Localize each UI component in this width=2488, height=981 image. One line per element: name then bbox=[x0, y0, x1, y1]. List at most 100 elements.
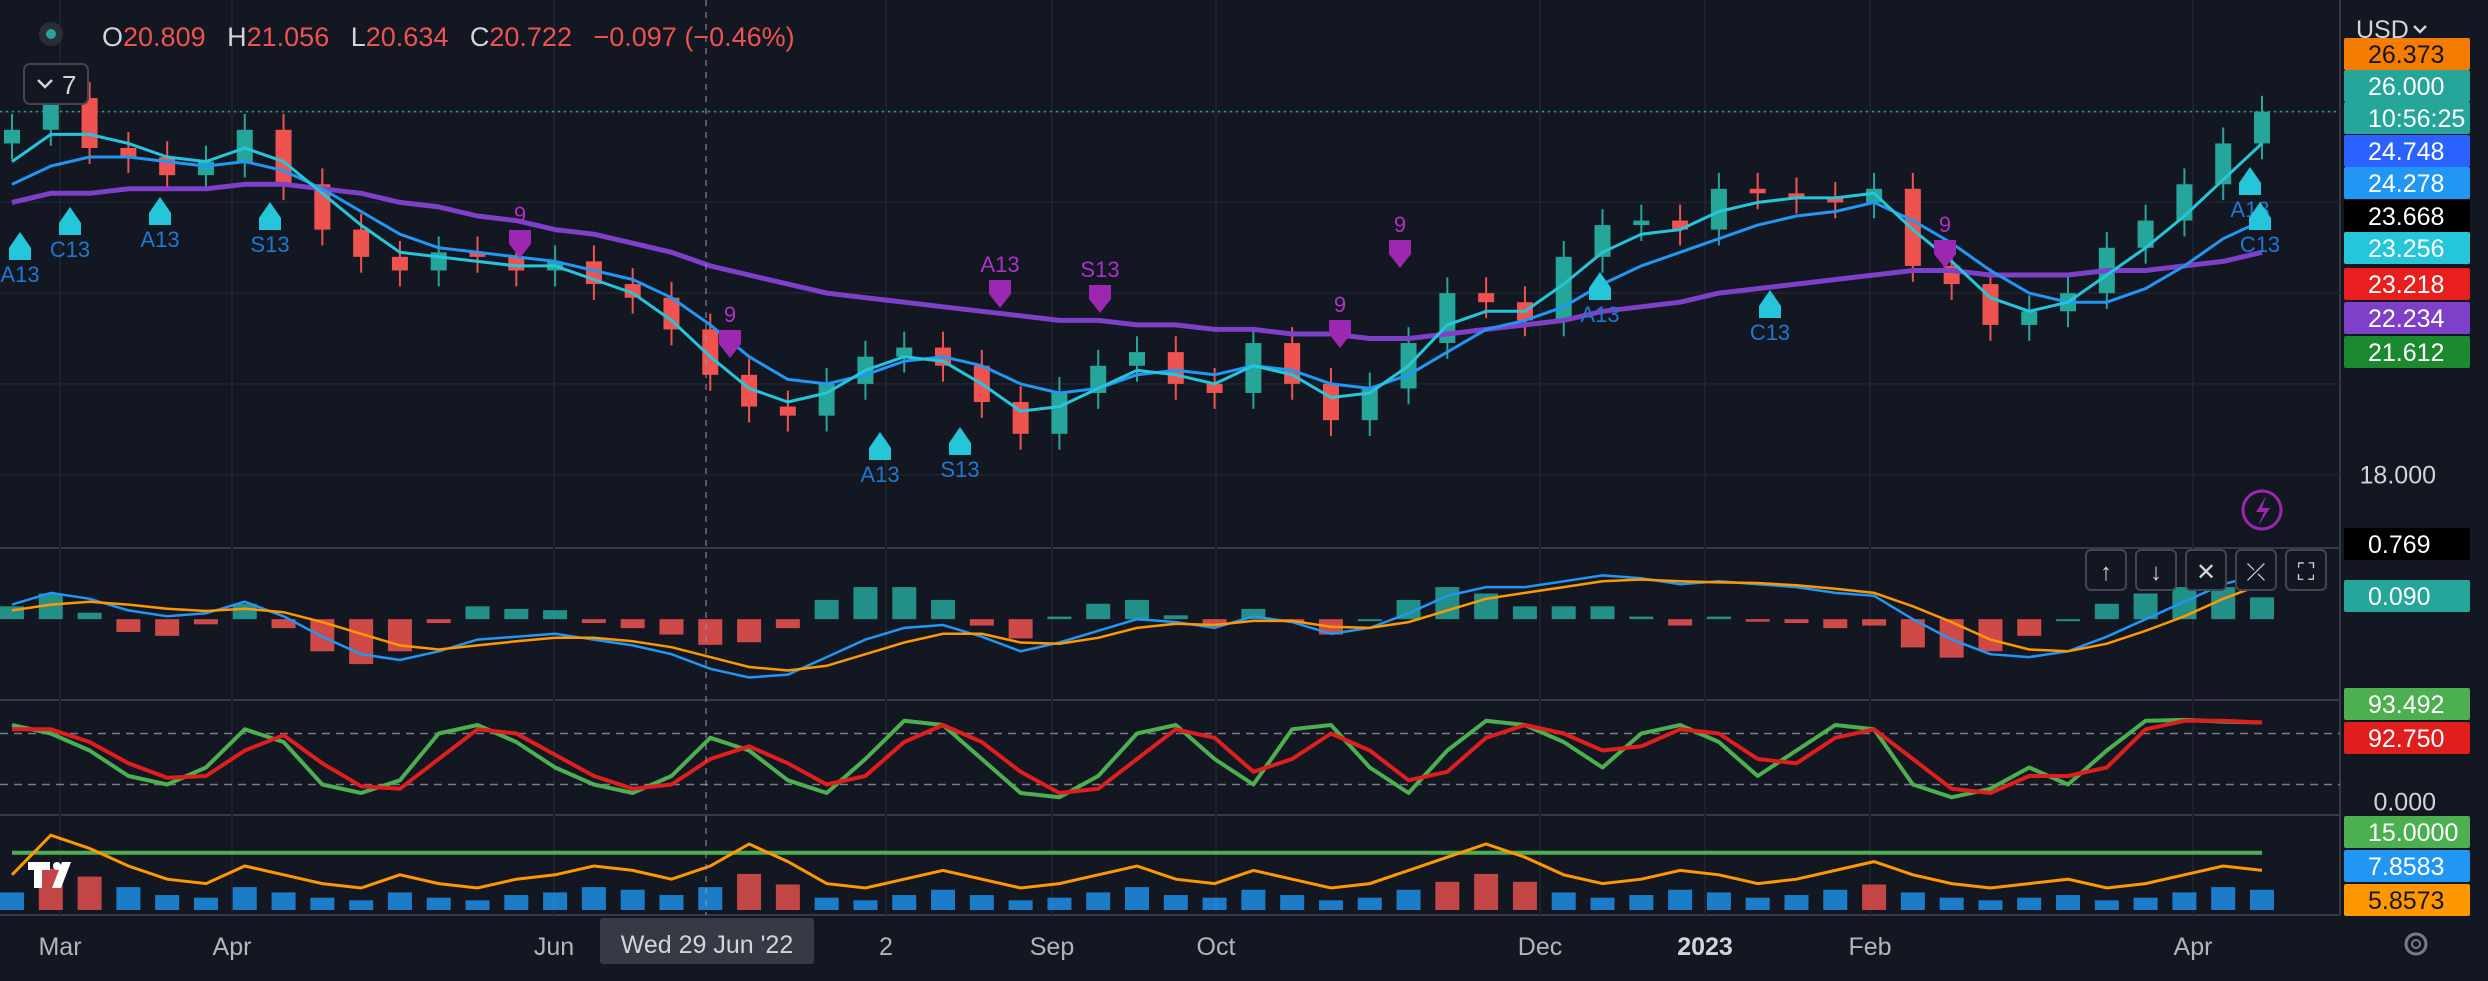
macd-histogram-bar bbox=[1745, 619, 1770, 622]
pane-control-glyph: ↑ bbox=[2100, 559, 2112, 586]
dmi-histogram-bar bbox=[0, 892, 24, 910]
date-cursor-label: Wed 29 Jun '22 bbox=[621, 931, 794, 959]
macd-histogram-bar bbox=[1357, 619, 1382, 622]
dmi-histogram-bar bbox=[698, 887, 723, 910]
td-marker bbox=[869, 432, 891, 460]
macd-histogram-bar bbox=[193, 619, 218, 625]
pane-control-glyph: ↓ bbox=[2150, 559, 2162, 586]
macd-histogram-bar bbox=[1551, 606, 1576, 620]
candle-body bbox=[42, 98, 59, 130]
candle-body bbox=[1633, 220, 1650, 226]
arrow-down-icon[interactable]: ↓ bbox=[2135, 549, 2177, 591]
x-tick-label: Sep bbox=[1030, 933, 1074, 961]
pane-control-button bbox=[2235, 549, 2277, 591]
x-tick-label: Mar bbox=[38, 933, 81, 961]
macd-histogram-bar bbox=[1008, 619, 1033, 639]
close-icon[interactable]: ✕ bbox=[2185, 549, 2227, 591]
macd-pane[interactable] bbox=[0, 573, 2274, 679]
macd-histogram-bar bbox=[426, 619, 451, 624]
date-cursor-badge: Wed 29 Jun '22 bbox=[600, 918, 814, 964]
macd-histogram-bar bbox=[1862, 619, 1887, 626]
candle-body bbox=[353, 229, 370, 257]
candle-body bbox=[1361, 388, 1378, 421]
pane-control-button bbox=[2135, 549, 2177, 591]
macd-histogram-bar bbox=[1668, 619, 1693, 626]
macd-histogram-bar bbox=[620, 619, 645, 629]
macd-histogram-bar bbox=[1202, 619, 1227, 626]
td-marker bbox=[259, 202, 281, 230]
candle-body bbox=[4, 129, 20, 144]
candle-body bbox=[1904, 188, 1921, 266]
dmi-histogram-bar bbox=[1629, 895, 1654, 910]
stochastic-line bbox=[11, 717, 2263, 800]
td-marker bbox=[719, 330, 741, 358]
moving-average-line bbox=[11, 155, 2263, 395]
macd-histogram-bar bbox=[659, 619, 684, 635]
macd-histogram-bar bbox=[1086, 603, 1111, 620]
candle-body bbox=[275, 129, 292, 185]
macd-histogram-bar bbox=[504, 608, 529, 620]
macd-histogram-bar bbox=[1512, 606, 1537, 620]
candle-body bbox=[120, 147, 137, 158]
candle-body bbox=[2137, 220, 2154, 248]
td-marker-label: C13 bbox=[2240, 232, 2280, 257]
macd-histogram-bar bbox=[116, 619, 141, 632]
currency-label: USD bbox=[2356, 16, 2409, 44]
macd-histogram-bar bbox=[1241, 608, 1266, 620]
maximize-icon[interactable]: ⛶ bbox=[2285, 549, 2327, 591]
moving-average-line bbox=[11, 181, 2263, 341]
dmi-pane[interactable] bbox=[0, 833, 2274, 910]
price-label-text: 7.8583 bbox=[2368, 853, 2444, 881]
dmi-histogram-bar bbox=[2094, 900, 2119, 910]
macd-line bbox=[11, 573, 2263, 679]
price-label-badge bbox=[2344, 167, 2470, 199]
candle-body bbox=[1827, 197, 1844, 203]
countdown-badge bbox=[2344, 102, 2470, 134]
dmi-histogram-bar bbox=[1474, 873, 1499, 910]
price-label-badge bbox=[2344, 38, 2470, 70]
dmi-histogram-bar bbox=[1823, 889, 1848, 910]
dmi-histogram-bar bbox=[2017, 897, 2042, 910]
collapse-indicators-button[interactable]: 7 bbox=[23, 63, 89, 105]
candle-body bbox=[81, 98, 98, 148]
candle-body bbox=[1982, 284, 1999, 325]
macd-histogram-bar bbox=[543, 610, 568, 620]
dmi-histogram-bar bbox=[1047, 897, 1072, 910]
price-label-badge bbox=[2344, 850, 2470, 882]
macd-histogram-bar bbox=[1163, 615, 1188, 620]
dmi-histogram-bar bbox=[1396, 889, 1421, 910]
macd-histogram-bar bbox=[775, 619, 800, 629]
price-label-text: 93.492 bbox=[2368, 691, 2444, 719]
dmi-histogram-bar bbox=[1163, 895, 1188, 910]
gear-icon[interactable] bbox=[2404, 932, 2428, 956]
dmi-histogram-bar bbox=[853, 900, 878, 910]
candle-body bbox=[391, 256, 408, 271]
x-tick-label: Jun bbox=[534, 933, 574, 961]
macd-histogram-bar bbox=[892, 587, 917, 620]
price-label-badge bbox=[2344, 336, 2470, 368]
currency-selector[interactable]: USD bbox=[2356, 16, 2427, 44]
macd-histogram-bar bbox=[853, 587, 878, 620]
candle-body bbox=[1788, 193, 1805, 198]
arrow-up-icon[interactable]: ↑ bbox=[2085, 549, 2127, 591]
dmi-histogram-bar bbox=[155, 895, 180, 910]
price-label-badge bbox=[2344, 884, 2470, 916]
collapse-icon[interactable]: ⤫ bbox=[2235, 549, 2277, 591]
dmi-histogram-bar bbox=[1862, 884, 1887, 910]
td-marker bbox=[1089, 285, 1111, 313]
lightning-icon[interactable] bbox=[2241, 489, 2283, 531]
tradingview-logo[interactable] bbox=[28, 862, 71, 888]
macd-histogram-bar bbox=[77, 612, 102, 620]
stochastic-pane[interactable] bbox=[0, 717, 2340, 800]
price-label-text: 21.612 bbox=[2368, 339, 2444, 367]
macd-histogram-bar bbox=[1706, 616, 1731, 620]
candle-body bbox=[1245, 343, 1262, 393]
price-label-badge bbox=[2344, 268, 2470, 300]
dmi-histogram-bar bbox=[2056, 895, 2081, 910]
candle-body bbox=[1322, 383, 1339, 421]
td-marker bbox=[1329, 320, 1351, 348]
dmi-histogram-bar bbox=[2250, 889, 2274, 910]
